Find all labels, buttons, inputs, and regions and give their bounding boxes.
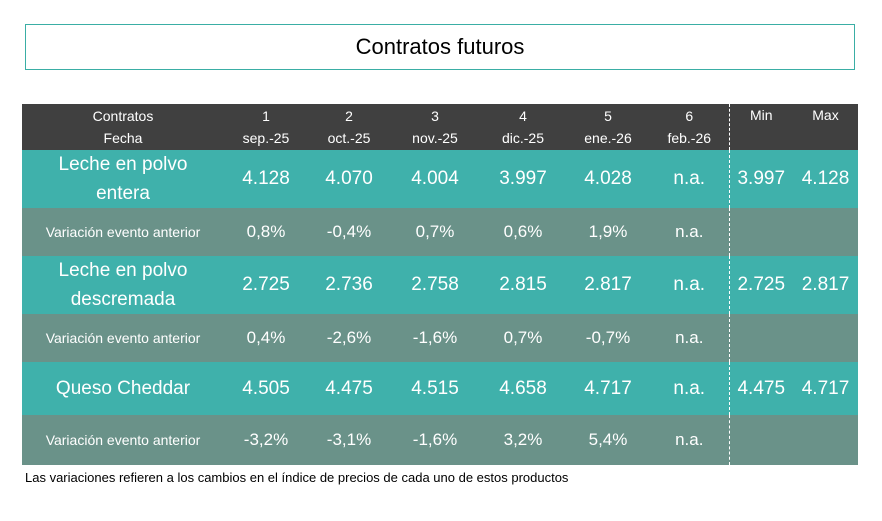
empty-cell: [793, 415, 858, 465]
variation-row: Variación evento anterior 0,4% -2,6% -1,…: [22, 314, 858, 362]
header-min: Min: [728, 104, 793, 150]
min-cell: 2.725: [728, 256, 793, 314]
max-label: Max: [812, 107, 839, 123]
header-row: Contratos Fecha 1 sep.-25 2 oct.-25 3 nov.-…: [22, 104, 858, 150]
product-name: Leche en polvo entera: [22, 150, 224, 208]
col-number: 2: [345, 108, 353, 124]
price-cell: 4.028: [566, 150, 650, 208]
product-name: Leche en polvo descremada: [22, 256, 224, 314]
header-col-4: 4 dic.-25: [480, 104, 566, 150]
product-name-line2: descremada: [70, 289, 176, 310]
price-cell: 4.128: [224, 150, 308, 208]
col-date: nov.-25: [412, 130, 458, 146]
variation-cell: 0,7%: [390, 208, 480, 256]
product-name-line1: Leche en polvo: [58, 154, 188, 175]
price-cell: n.a.: [650, 362, 729, 415]
variation-cell: -3,1%: [308, 415, 390, 465]
empty-cell: [728, 314, 793, 362]
max-cell: 2.817: [793, 256, 858, 314]
price-cell: 4.515: [390, 362, 480, 415]
col-number: 1: [262, 108, 270, 124]
min-cell: 3.997: [728, 150, 793, 208]
header-col-1: 1 sep.-25: [224, 104, 308, 150]
variation-cell: 1,9%: [566, 208, 650, 256]
header-label-cell: Contratos Fecha: [22, 104, 224, 150]
variation-label: Variación evento anterior: [22, 208, 224, 256]
variation-cell: 0,6%: [480, 208, 566, 256]
header-col-2: 2 oct.-25: [308, 104, 390, 150]
variation-row: Variación evento anterior -3,2% -3,1% -1…: [22, 415, 858, 465]
price-cell: 4.070: [308, 150, 390, 208]
variation-label: Variación evento anterior: [22, 314, 224, 362]
header-col-6: 6 feb.-26: [650, 104, 729, 150]
header-col-3: 3 nov.-25: [390, 104, 480, 150]
header-col-5: 5 ene.-26: [566, 104, 650, 150]
price-cell: n.a.: [650, 256, 729, 314]
variation-cell: -1,6%: [390, 314, 480, 362]
variation-cell: 5,4%: [566, 415, 650, 465]
col-number: 6: [685, 108, 694, 124]
empty-cell: [728, 208, 793, 256]
min-label: Min: [749, 107, 773, 123]
col-number: 5: [604, 108, 612, 124]
product-name-line1: Leche en polvo: [58, 260, 188, 281]
col-date: dic.-25: [501, 130, 545, 146]
footnote: Las variaciones refieren a los cambios e…: [25, 470, 569, 485]
price-cell: n.a.: [650, 150, 729, 208]
futures-table: Contratos Fecha 1 sep.-25 2 oct.-25 3 nov.-…: [22, 104, 858, 465]
product-name: Queso Cheddar: [22, 362, 224, 415]
variation-cell: n.a.: [650, 415, 729, 465]
header-date-label: Fecha: [103, 130, 143, 146]
variation-cell: -1,6%: [390, 415, 480, 465]
variation-cell: -0,7%: [566, 314, 650, 362]
price-cell: 2.725: [224, 256, 308, 314]
product-name-line2: entera: [96, 183, 150, 204]
col-date: sep.-25: [242, 130, 290, 146]
min-cell: 4.475: [728, 362, 793, 415]
col-date: feb.-26: [667, 130, 712, 146]
variation-row: Variación evento anterior 0,8% -0,4% 0,7…: [22, 208, 858, 256]
empty-cell: [728, 415, 793, 465]
page-title: Contratos futuros: [25, 24, 855, 70]
product-row: Leche en polvo descremada 2.725 2.736 2.…: [22, 256, 858, 314]
col-number: 4: [519, 108, 527, 124]
col-date: oct.-25: [327, 130, 371, 146]
variation-cell: n.a.: [650, 208, 729, 256]
variation-label: Variación evento anterior: [22, 415, 224, 465]
variation-cell: -0,4%: [308, 208, 390, 256]
price-cell: 4.475: [308, 362, 390, 415]
variation-cell: 0,8%: [224, 208, 308, 256]
empty-cell: [793, 314, 858, 362]
price-cell: 2.815: [480, 256, 566, 314]
price-cell: 4.658: [480, 362, 566, 415]
variation-cell: -2,6%: [308, 314, 390, 362]
col-number: 3: [431, 108, 439, 124]
max-cell: 4.128: [793, 150, 858, 208]
price-cell: 2.817: [566, 256, 650, 314]
max-cell: 4.717: [793, 362, 858, 415]
price-cell: 4.004: [390, 150, 480, 208]
header-contracts-label: Contratos: [92, 108, 154, 124]
variation-cell: 0,4%: [224, 314, 308, 362]
col-date: ene.-26: [584, 130, 632, 146]
variation-cell: 3,2%: [480, 415, 566, 465]
variation-cell: -3,2%: [224, 415, 308, 465]
price-cell: 3.997: [480, 150, 566, 208]
header-max: Max: [793, 104, 858, 150]
variation-cell: 0,7%: [480, 314, 566, 362]
product-row: Queso Cheddar 4.505 4.475 4.515 4.658 4.…: [22, 362, 858, 415]
product-row: Leche en polvo entera 4.128 4.070 4.004 …: [22, 150, 858, 208]
empty-cell: [793, 208, 858, 256]
price-cell: 4.505: [224, 362, 308, 415]
variation-cell: n.a.: [650, 314, 729, 362]
product-name-line1: Queso Cheddar: [55, 378, 191, 399]
price-cell: 4.717: [566, 362, 650, 415]
price-cell: 2.758: [390, 256, 480, 314]
price-cell: 2.736: [308, 256, 390, 314]
